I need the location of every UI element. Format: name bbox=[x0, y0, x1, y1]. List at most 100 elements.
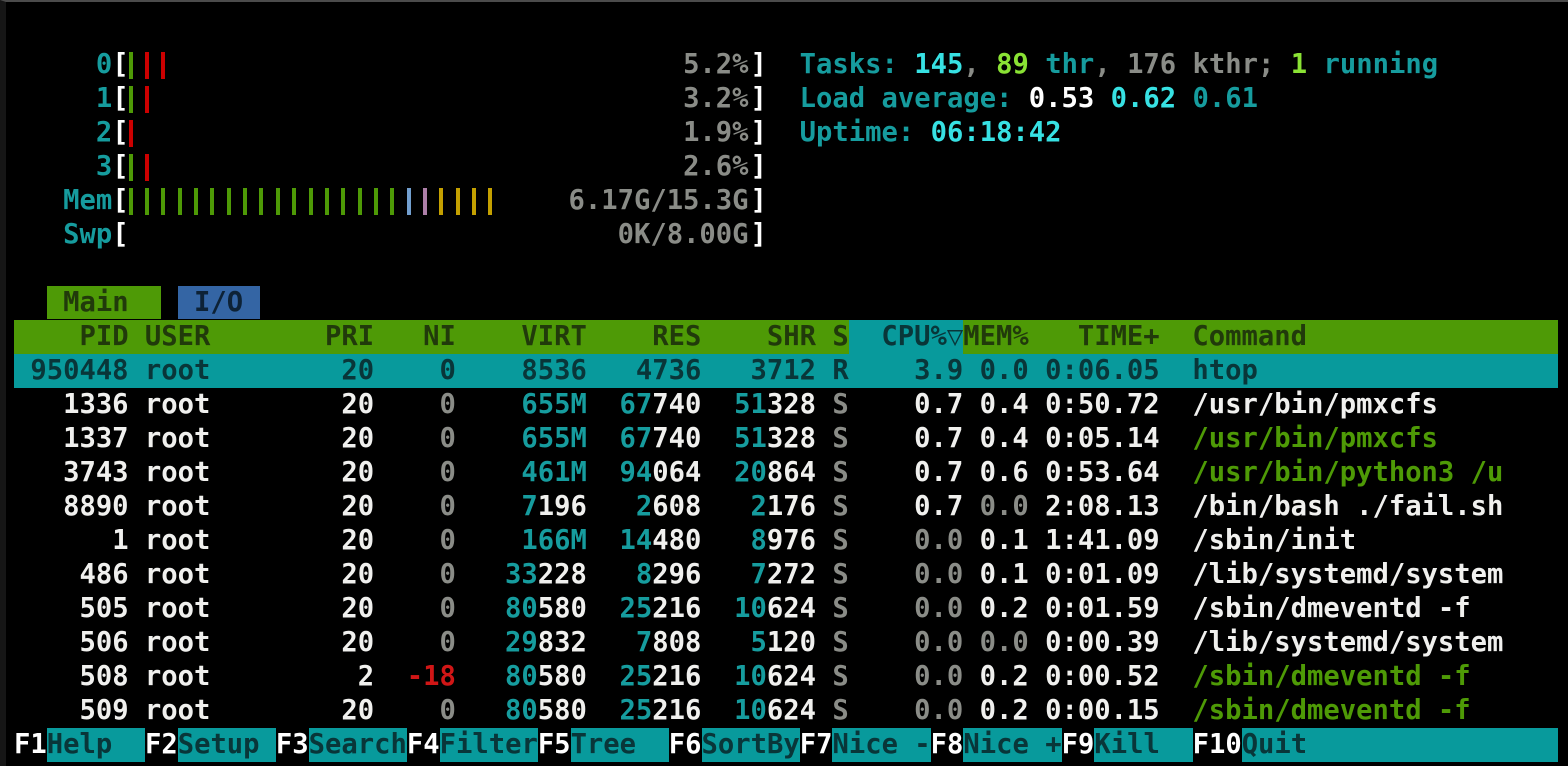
header-pid[interactable]: PID bbox=[79, 321, 129, 352]
red-meter-bar bbox=[128, 119, 133, 147]
shr-segment: 624 bbox=[766, 661, 816, 692]
res-segment: 2 bbox=[635, 491, 653, 522]
command-cell: /usr/bin/python3 /u bbox=[1192, 457, 1504, 488]
res-cell: 7808 bbox=[587, 626, 701, 660]
virt-segment: 580 bbox=[537, 593, 587, 624]
shr-cell: 2176 bbox=[701, 490, 815, 524]
fkey-search[interactable]: F3 Search bbox=[276, 728, 407, 762]
fkey-number: F9 bbox=[1061, 729, 1095, 760]
user-cell: root bbox=[144, 695, 211, 726]
header-command[interactable]: Command bbox=[1192, 321, 1307, 352]
shr-cell: 10624 bbox=[701, 660, 816, 694]
process-row[interactable]: 1337 root 20 0 655M 67740 51328 S 0.7 0.4 0:05.14/… bbox=[14, 422, 1558, 456]
res-segment: 740 bbox=[652, 423, 702, 454]
fkey-number: F4 bbox=[406, 729, 440, 760]
swap-meter: Swp[0K/8.00G] bbox=[14, 218, 1558, 252]
fkey-sortby[interactable]: F6 SortBy bbox=[669, 728, 800, 762]
command-cell: /sbin/dmeventd -f bbox=[1192, 695, 1471, 726]
cpu-cell: 0.7 bbox=[914, 457, 964, 488]
res-segment: 8 bbox=[635, 559, 653, 590]
open-bracket: [ bbox=[112, 185, 129, 216]
pri-cell: 20 bbox=[341, 491, 375, 522]
header-shr[interactable]: SHR bbox=[766, 321, 816, 352]
ni-cell: 0 bbox=[439, 559, 456, 590]
header-time[interactable]: TIME+ bbox=[1077, 321, 1160, 352]
cpu3-value: 2.6% bbox=[683, 151, 749, 182]
fkey-help[interactable]: F1 Help bbox=[14, 728, 145, 762]
cpu-cell: 0.7 bbox=[914, 423, 964, 454]
green-meter-bar bbox=[243, 187, 248, 215]
purple-meter-bar bbox=[423, 187, 428, 215]
fkey-nice-plus[interactable]: F8 Nice + bbox=[931, 728, 1062, 762]
tab-main[interactable]: Main bbox=[46, 286, 162, 319]
header-cpu-sort[interactable]: CPU%▽ bbox=[848, 320, 964, 354]
virt-segment: 655M bbox=[521, 423, 587, 454]
cpu1-label: 1 bbox=[95, 83, 113, 114]
header-pri[interactable]: PRI bbox=[324, 321, 375, 352]
fkey-filter[interactable]: F4 Filter bbox=[407, 728, 538, 762]
mem-value: 6.17G/15.3G bbox=[568, 185, 749, 216]
user-cell: root bbox=[144, 389, 211, 420]
command-cell: /bin/bash ./fail.sh bbox=[1192, 491, 1504, 522]
shr-segment: 2 bbox=[750, 491, 767, 522]
function-key-bar: F1 Help F2 Setup F3 Search F4 Filter F5 Tree … bbox=[14, 728, 1558, 762]
s-cell: S bbox=[832, 695, 849, 726]
pri-cell: 20 bbox=[341, 457, 375, 488]
process-row[interactable]: 509 root 20 0 80580 25216 10624 S 0.0 0.2 0:00.15/… bbox=[14, 694, 1558, 728]
fkey-label: Nice + bbox=[963, 728, 1062, 762]
tasks-sep2: , bbox=[1094, 49, 1128, 80]
close-bracket: ] bbox=[750, 185, 767, 216]
cpu-cell: 0.0 bbox=[914, 525, 964, 556]
header-ni[interactable]: NI bbox=[423, 321, 456, 352]
time-cell: 0:05.14 bbox=[1045, 423, 1160, 454]
fkey-tree[interactable]: F5 Tree bbox=[538, 728, 669, 762]
ni-cell: 0 bbox=[439, 457, 456, 488]
header-virt[interactable]: VIRT bbox=[521, 321, 587, 352]
res-cell: 94064 bbox=[587, 456, 702, 490]
ni-cell: 0 bbox=[439, 525, 456, 556]
shr-segment: 328 bbox=[766, 389, 816, 420]
fkey-label: Nice - bbox=[832, 728, 931, 762]
mem-cell: 0.2 bbox=[979, 695, 1029, 726]
header-state[interactable]: S bbox=[832, 321, 849, 352]
cpu-cell: 3.9 bbox=[914, 355, 964, 386]
pid-cell: 1336 bbox=[63, 389, 129, 420]
fkey-kill[interactable]: F9 Kill bbox=[1062, 728, 1193, 762]
threads-count: 89 bbox=[996, 49, 1029, 80]
process-row[interactable]: 508 root 2 -18 80580 25216 10624 S 0.0 0.2 0:00.52… bbox=[14, 660, 1558, 694]
load-1min: 0.53 bbox=[1028, 83, 1111, 114]
mem-cell: 0.0 bbox=[979, 627, 1029, 658]
cpu-cell: 0.7 bbox=[914, 389, 964, 420]
tasks-sep: , bbox=[963, 49, 997, 80]
fkey-label: Setup bbox=[177, 728, 276, 762]
ni-cell: 0 bbox=[439, 627, 456, 658]
mem-bar-zone: 6.17G/15.3G bbox=[128, 184, 751, 218]
fkey-quit[interactable]: F10 Quit bbox=[1193, 728, 1558, 762]
user-cell: root bbox=[144, 525, 211, 556]
fkey-label: Tree bbox=[570, 728, 669, 762]
process-row[interactable]: 8890 root 20 0 7196 2608 2176 S 0.7 0.0 2:08.13/bi… bbox=[14, 490, 1558, 524]
open-bracket: [ bbox=[112, 151, 129, 182]
virt-segment: 832 bbox=[537, 627, 587, 658]
process-row[interactable]: 950448 root 20 0 8536 4736 3712 R 3.9 0.0 0:06.05 h… bbox=[14, 354, 1558, 388]
fkey-nice-minus[interactable]: F7 Nice - bbox=[800, 728, 931, 762]
fkey-label: Search bbox=[308, 728, 407, 762]
process-row[interactable]: 506 root 20 0 29832 7808 5120 S 0.0 0.0 0:00.39/li… bbox=[14, 626, 1558, 660]
header-user[interactable]: USER bbox=[144, 321, 211, 352]
res-segment: 608 bbox=[652, 491, 702, 522]
header-mem[interactable]: MEM% bbox=[963, 321, 1029, 352]
process-row[interactable]: 1336 root 20 0 655M 67740 51328 S 0.7 0.4 0:50.72/… bbox=[14, 388, 1558, 422]
uptime-summary: Uptime: 06:18:42 bbox=[800, 116, 1062, 150]
res-cell: 2608 bbox=[587, 490, 702, 524]
virt-cell: 29832 bbox=[456, 626, 587, 660]
pid-cell: 1337 bbox=[63, 423, 129, 454]
swp-value: 0K/8.00G bbox=[617, 219, 749, 250]
virt-segment: 33 bbox=[504, 559, 538, 590]
fkey-setup[interactable]: F2 Setup bbox=[145, 728, 276, 762]
header-res[interactable]: RES bbox=[652, 321, 702, 352]
process-row[interactable]: 1 root 20 0 166M 14480 8976 S 0.0 0.1 1:41.09/sbin… bbox=[14, 524, 1558, 558]
process-row[interactable]: 3743 root 20 0 461M 94064 20864 S 0.7 0.6 0:53.64/… bbox=[14, 456, 1558, 490]
process-row[interactable]: 505 root 20 0 80580 25216 10624 S 0.0 0.2 0:01.59/… bbox=[14, 592, 1558, 626]
tab-io[interactable]: I/O bbox=[177, 286, 260, 319]
process-row[interactable]: 486 root 20 0 33228 8296 7272 S 0.0 0.1 0:01.09/li… bbox=[14, 558, 1558, 592]
